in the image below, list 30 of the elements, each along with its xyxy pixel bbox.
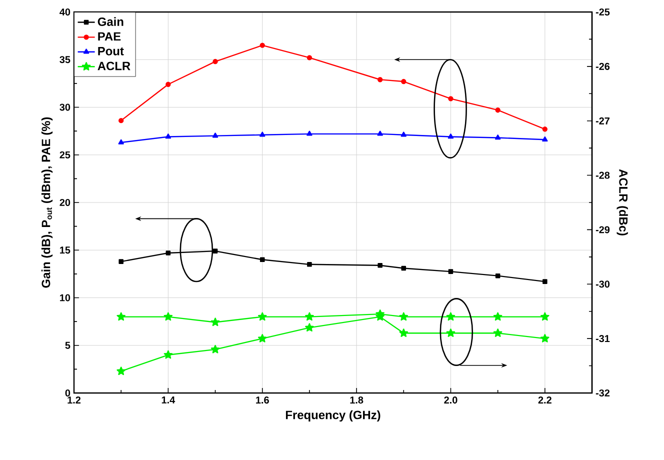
- legend-label: ACLR: [98, 62, 130, 70]
- y2-tick-label: -28: [596, 172, 610, 179]
- y-tick-label: 5: [65, 342, 70, 349]
- y-tick-label: 35: [60, 56, 70, 64]
- y2-tick-label: -29: [596, 226, 610, 234]
- legend-label: Pout: [98, 47, 124, 56]
- x-tick-label: 1.8: [350, 396, 364, 404]
- y-tick-label: 30: [60, 104, 70, 111]
- y2-tick-label: -26: [596, 62, 610, 70]
- x-axis-title: Frequency (GHz): [286, 410, 380, 422]
- y-tick-label: 10: [60, 294, 70, 302]
- y2-tick-label: -25: [596, 8, 610, 16]
- y2-tick-label: -30: [596, 280, 610, 288]
- x-tick-label: 2.0: [444, 396, 458, 404]
- legend-label: PAE: [98, 32, 121, 41]
- y2-tick-label: -27: [596, 117, 610, 124]
- y-tick-label: 0: [65, 389, 70, 397]
- y-tick-label: 40: [60, 8, 70, 16]
- legend-label: Gain: [98, 17, 124, 26]
- y-tick-label: 20: [60, 198, 70, 206]
- x-tick-label: 2.2: [538, 396, 552, 404]
- y-tick-label: 15: [60, 246, 70, 254]
- y-axis-title: Gain (dB), P$_{out}$ (dBm), PAE (%): [41, 117, 53, 288]
- x-tick-label: 1.4: [162, 396, 176, 404]
- y2-tick-label: -32: [596, 389, 610, 397]
- x-tick-label: 1.6: [256, 396, 269, 404]
- y-tick-label: 25: [60, 151, 70, 158]
- x-tick-label: 1.2: [68, 396, 81, 404]
- y2-axis-title: ACLR (dBc): [616, 169, 628, 236]
- y2-tick-label: -31: [596, 335, 610, 342]
